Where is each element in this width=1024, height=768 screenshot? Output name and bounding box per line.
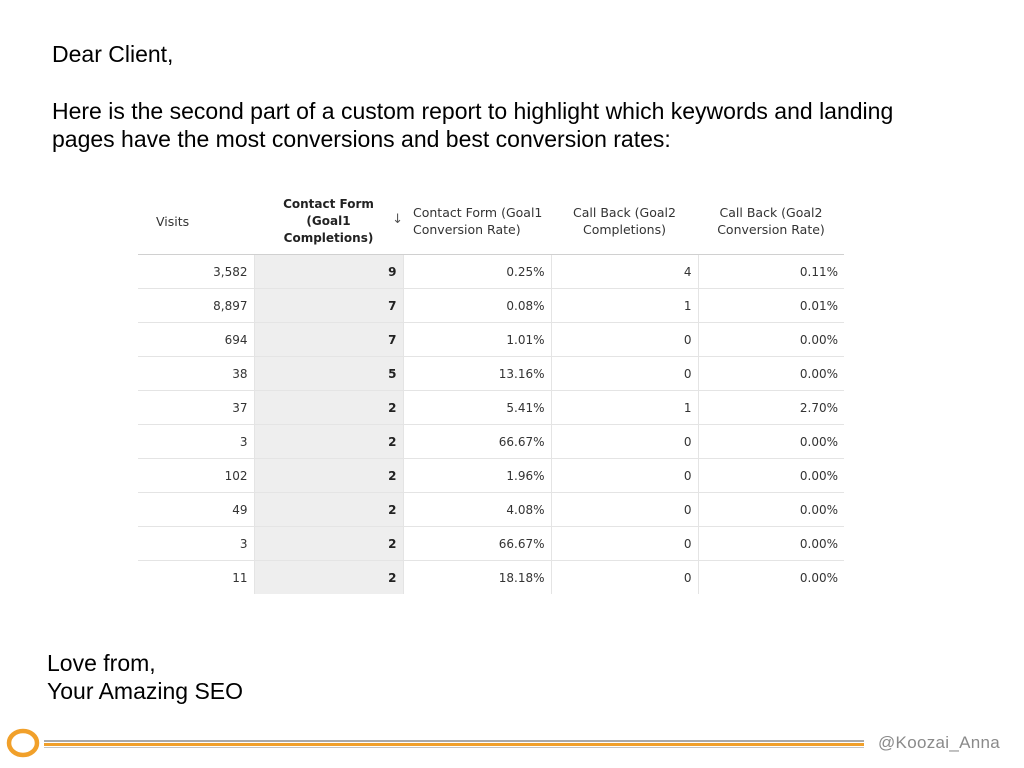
cell-visits: 3,582 bbox=[138, 254, 254, 289]
cell-contact-form-completions: 7 bbox=[253, 322, 403, 357]
cell-contact-form-rate: 1.96% bbox=[402, 458, 551, 493]
table-row[interactable]: 49 2 4.08% 0 0.00% bbox=[138, 492, 844, 527]
column-header-label: Contact Form (Goal1 Completions) bbox=[283, 196, 374, 245]
table-row[interactable]: 3,582 9 0.25% 4 0.11% bbox=[138, 254, 844, 289]
cell-call-back-rate: 0.01% bbox=[697, 288, 844, 323]
twitter-handle: @Koozai_Anna bbox=[878, 733, 1000, 752]
cell-contact-form-rate: 0.08% bbox=[402, 288, 551, 323]
cell-call-back-rate: 2.70% bbox=[697, 390, 844, 425]
cell-call-back-completions: 4 bbox=[550, 254, 698, 289]
cell-contact-form-rate: 4.08% bbox=[402, 492, 551, 527]
cell-contact-form-rate: 66.67% bbox=[402, 526, 551, 561]
cell-call-back-rate: 0.00% bbox=[697, 356, 844, 391]
table-header-row: Visits Contact Form (Goal1 Completions) … bbox=[138, 188, 844, 255]
cell-visits: 38 bbox=[138, 356, 254, 391]
cell-contact-form-rate: 18.18% bbox=[402, 560, 551, 594]
cell-visits: 3 bbox=[138, 526, 254, 561]
letter-intro: Here is the second part of a custom repo… bbox=[52, 98, 894, 152]
cell-visits: 694 bbox=[138, 322, 254, 357]
table-row[interactable]: 3 2 66.67% 0 0.00% bbox=[138, 526, 844, 561]
cell-visits: 102 bbox=[138, 458, 254, 493]
report-table-container: Visits Contact Form (Goal1 Completions) … bbox=[138, 188, 844, 594]
table-row[interactable]: 38 5 13.16% 0 0.00% bbox=[138, 356, 844, 391]
cell-call-back-completions: 0 bbox=[550, 356, 698, 391]
report-table: Visits Contact Form (Goal1 Completions) … bbox=[138, 188, 844, 594]
cell-visits: 11 bbox=[232, 570, 248, 585]
cell-contact-form-completions: 2 bbox=[253, 390, 403, 425]
table-row[interactable]: 694 7 1.01% 0 0.00% bbox=[138, 322, 844, 357]
cell-contact-form-completions: 2 bbox=[253, 458, 403, 493]
cell-contact-form-rate: 13.16% bbox=[402, 356, 551, 391]
cell-contact-form-rate: 5.41% bbox=[402, 390, 551, 425]
cell-call-back-completions: 0 bbox=[550, 424, 698, 459]
cell-contact-form-completions: 2 bbox=[253, 492, 403, 527]
cell-contact-form-completions: 2 bbox=[253, 560, 403, 594]
cell-call-back-rate: 0.00% bbox=[697, 492, 844, 527]
cell-contact-form-rate: 1.01% bbox=[402, 322, 551, 357]
cell-visits: 3 bbox=[138, 424, 254, 459]
letter-signoff: Love from, Your Amazing SEO bbox=[47, 649, 243, 705]
column-header-call-back-rate[interactable]: Call Back (Goal2 Conversion Rate) bbox=[698, 188, 844, 255]
column-header-call-back-completions[interactable]: Call Back (Goal2 Completions) bbox=[551, 188, 698, 255]
cell-visits: 49 bbox=[138, 492, 254, 527]
table-row[interactable]: 11 2 18.18% 0 0.00% bbox=[138, 560, 844, 594]
cell-contact-form-rate: 0.25% bbox=[402, 254, 551, 289]
koozai-ring-logo-icon bbox=[6, 728, 40, 758]
sort-descending-icon[interactable]: ↓ bbox=[392, 212, 403, 227]
footer-divider bbox=[44, 740, 864, 748]
cell-call-back-rate: 0.00% bbox=[697, 424, 844, 459]
cell-call-back-completions: 1 bbox=[550, 390, 698, 425]
cell-contact-form-completions: 7 bbox=[253, 288, 403, 323]
cell-call-back-completions: 0 bbox=[550, 322, 698, 357]
cell-call-back-rate: 0.00% bbox=[697, 560, 844, 594]
table-body: 3,582 9 0.25% 4 0.11% 8,897 7 0.08% 1 0.01% 694 7 1.… bbox=[138, 254, 844, 594]
signoff-signature: Your Amazing SEO bbox=[47, 678, 244, 704]
cell-contact-form-completions: 2 bbox=[253, 526, 403, 561]
table-row[interactable]: 8,897 7 0.08% 1 0.01% bbox=[138, 288, 844, 323]
table-row[interactable]: 3 2 66.67% 0 0.00% bbox=[138, 424, 844, 459]
signoff-line: Love from, bbox=[47, 650, 156, 676]
cell-visits: 37 bbox=[138, 390, 254, 425]
cell-contact-form-rate: 66.67% bbox=[402, 424, 551, 459]
column-header-contact-form-completions[interactable]: Contact Form (Goal1 Completions) ↓ bbox=[254, 188, 403, 255]
cell-call-back-rate: 0.00% bbox=[697, 458, 844, 493]
table-row[interactable]: 37 2 5.41% 1 2.70% bbox=[138, 390, 844, 425]
cell-visits: 8,897 bbox=[138, 288, 254, 323]
cell-call-back-rate: 0.11% bbox=[697, 254, 844, 289]
cell-call-back-completions: 1 bbox=[550, 288, 698, 323]
cell-call-back-completions: 0 bbox=[550, 492, 698, 527]
cell-contact-form-completions: 5 bbox=[253, 356, 403, 391]
cell-call-back-rate: 0.00% bbox=[697, 526, 844, 561]
cell-contact-form-completions: 2 bbox=[253, 424, 403, 459]
column-header-visits[interactable]: Visits bbox=[138, 188, 254, 255]
column-header-contact-form-rate[interactable]: Contact Form (Goal1 Conversion Rate) bbox=[403, 188, 551, 255]
cell-call-back-completions: 0 bbox=[550, 458, 698, 493]
letter-greeting: Dear Client, bbox=[52, 41, 174, 67]
cell-call-back-completions: 0 bbox=[550, 560, 698, 594]
table-row[interactable]: 102 2 1.96% 0 0.00% bbox=[138, 458, 844, 493]
cell-call-back-rate: 0.00% bbox=[697, 322, 844, 357]
cell-contact-form-completions: 9 bbox=[253, 254, 403, 289]
cell-call-back-completions: 0 bbox=[550, 526, 698, 561]
